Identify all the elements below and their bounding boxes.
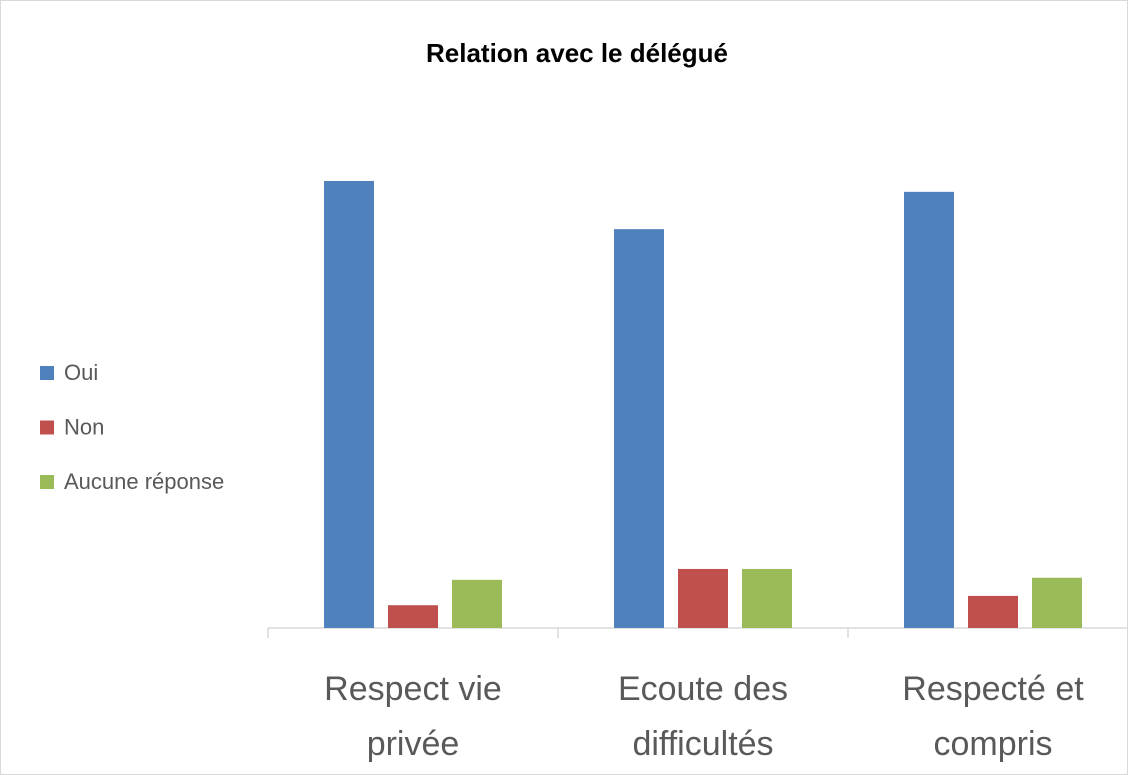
bar	[968, 595, 1018, 628]
bar	[614, 229, 664, 628]
bar	[678, 568, 728, 628]
chart-title: Relation avec le délégué	[426, 38, 728, 68]
legend-label: Oui	[64, 360, 98, 385]
legend-swatch	[40, 366, 54, 380]
bar	[904, 191, 954, 628]
bar	[324, 180, 374, 628]
x-tick-label: Respecté et compris	[902, 670, 1084, 763]
legend-label: Non	[64, 414, 104, 439]
x-tick-label: Respect vie privée	[324, 670, 502, 763]
legend-swatch	[40, 420, 54, 435]
legend-swatch	[40, 475, 54, 489]
bar	[742, 568, 792, 628]
x-tick-label: Ecoute des difficultés	[617, 670, 789, 763]
bar	[388, 605, 438, 628]
legend-label: Aucune réponse	[64, 469, 224, 494]
bar	[1032, 577, 1082, 628]
bar	[452, 579, 502, 628]
